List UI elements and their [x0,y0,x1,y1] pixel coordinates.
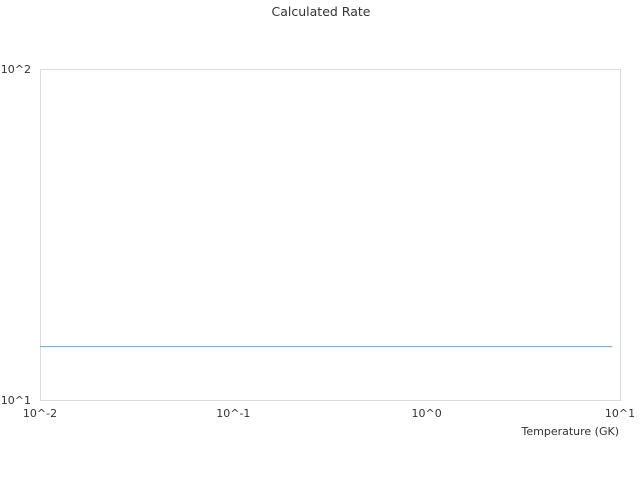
x-tick-label: 10^-2 [23,407,57,420]
x-axis-label: Temperature (GK) [521,425,620,438]
x-tick-label: 10^1 [605,407,635,420]
x-tick-label: 10^0 [412,407,442,420]
chart-title: Calculated Rate [272,4,371,19]
plot-area [40,69,621,401]
y-tick-label: 10^1 [1,394,31,407]
x-tick-label: 10^-1 [216,407,250,420]
y-tick-label: 10^2 [1,63,31,76]
